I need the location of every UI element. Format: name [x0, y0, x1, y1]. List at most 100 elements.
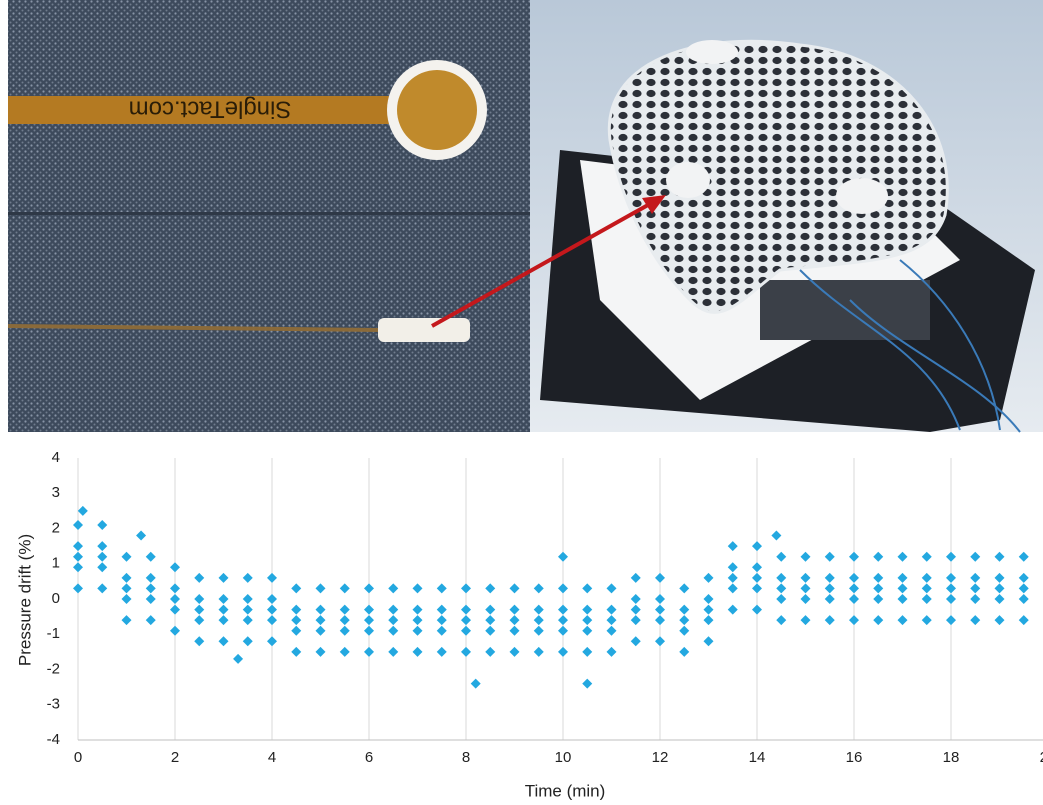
point — [921, 615, 932, 626]
point — [533, 646, 544, 657]
point — [73, 541, 83, 552]
point — [412, 646, 423, 657]
point — [509, 625, 520, 636]
point — [946, 594, 956, 604]
point — [771, 530, 782, 541]
point — [897, 615, 908, 626]
point — [582, 583, 593, 594]
point — [485, 646, 496, 657]
point — [242, 615, 253, 626]
point — [339, 615, 350, 626]
point — [606, 625, 617, 636]
point — [73, 519, 83, 530]
point — [606, 604, 617, 615]
x-tick-label: 8 — [462, 749, 470, 766]
point — [994, 583, 1005, 594]
point — [800, 594, 811, 604]
point — [242, 572, 253, 583]
point — [558, 615, 568, 626]
point — [436, 625, 447, 636]
arrow — [431, 195, 666, 328]
x-tick-label: 16 — [846, 749, 863, 766]
point — [897, 551, 908, 562]
y-tick-label: 4 — [52, 449, 60, 466]
point — [436, 615, 447, 626]
point — [776, 583, 787, 594]
point — [436, 583, 447, 594]
point — [218, 636, 229, 647]
point — [994, 572, 1005, 583]
point — [412, 604, 423, 615]
point — [849, 572, 859, 583]
point — [752, 604, 762, 615]
point — [679, 625, 690, 636]
point — [436, 604, 447, 615]
point — [1018, 583, 1029, 594]
x-axis-title: Time (min) — [525, 781, 606, 800]
point — [849, 583, 859, 594]
point — [703, 636, 714, 647]
x-tick-label: 10 — [555, 749, 572, 766]
point — [558, 551, 568, 562]
point — [897, 583, 908, 594]
point — [485, 583, 496, 594]
point — [461, 625, 471, 636]
point — [145, 551, 156, 562]
point — [339, 646, 350, 657]
point — [267, 604, 277, 615]
point — [73, 562, 83, 573]
point — [582, 604, 593, 615]
point — [461, 646, 471, 657]
point — [364, 615, 374, 626]
point — [485, 625, 496, 636]
point — [170, 583, 180, 594]
point — [655, 594, 665, 604]
point — [339, 604, 350, 615]
x-tick-label: 14 — [749, 749, 766, 766]
point — [194, 636, 205, 647]
point — [364, 604, 374, 615]
point — [121, 572, 132, 583]
point — [1018, 551, 1029, 562]
point — [121, 583, 132, 594]
point — [655, 615, 665, 626]
point — [897, 594, 908, 604]
point — [994, 594, 1005, 604]
point — [849, 615, 859, 626]
point — [291, 625, 302, 636]
y-tick-label: 1 — [52, 555, 60, 572]
point — [121, 551, 132, 562]
point — [533, 615, 544, 626]
point — [73, 583, 83, 594]
point — [606, 583, 617, 594]
point — [873, 594, 884, 604]
point — [73, 551, 83, 562]
point — [218, 604, 229, 615]
point — [97, 519, 108, 530]
sensor-photo: SingleTact.com — [7, 0, 530, 432]
phantom-photo — [530, 0, 1043, 433]
point — [436, 646, 447, 657]
point — [509, 646, 520, 657]
y-tick-label: -4 — [47, 731, 60, 748]
point — [412, 615, 423, 626]
point — [776, 572, 787, 583]
point — [533, 583, 544, 594]
point — [364, 625, 374, 636]
point — [630, 636, 641, 647]
y-tick-label: 2 — [52, 519, 60, 536]
point — [679, 615, 690, 626]
point — [727, 562, 738, 573]
point — [121, 594, 132, 604]
point — [388, 646, 399, 657]
y-tick-label: 3 — [52, 484, 60, 501]
x-tick-label: 12 — [652, 749, 669, 766]
point — [388, 583, 399, 594]
point — [630, 594, 641, 604]
point — [946, 583, 956, 594]
y-tick-label: -2 — [47, 660, 60, 677]
point — [291, 615, 302, 626]
point — [921, 583, 932, 594]
point — [727, 604, 738, 615]
